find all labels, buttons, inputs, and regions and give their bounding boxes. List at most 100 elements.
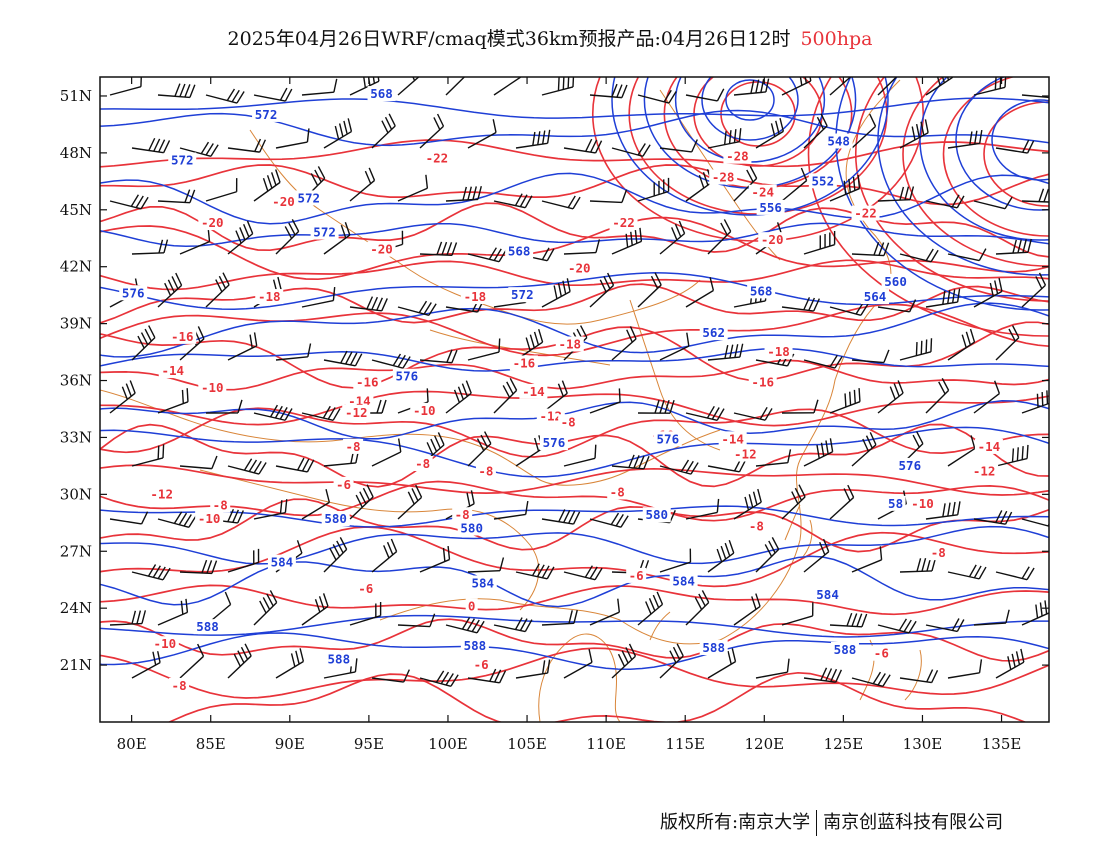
wind-barb [131, 325, 156, 361]
y-tick-label: 51N [60, 87, 92, 105]
x-tick-label: 85E [196, 735, 226, 753]
temperature-label: -22 [426, 151, 449, 166]
temperature-label: -20 [272, 194, 295, 209]
temperature-label: -12 [345, 405, 368, 420]
wind-barb [803, 113, 828, 149]
wind-barb [227, 458, 267, 475]
wind-barb [995, 325, 1020, 361]
height-label: 572 [511, 287, 534, 302]
height-label-bg [824, 133, 853, 149]
wind-barb [589, 272, 615, 308]
wind-barb [467, 338, 501, 361]
wind-barb [349, 484, 374, 520]
wind-barb [157, 388, 189, 414]
height-label-bg [460, 638, 489, 654]
temperature-label: -14 [161, 363, 184, 378]
wind-barb [227, 220, 254, 255]
wind-barb [995, 139, 1035, 154]
wind-barb [541, 609, 578, 626]
x-tick-label: 90E [275, 735, 305, 753]
wind-barb [275, 343, 312, 361]
wind-barb [397, 174, 429, 202]
wind-barb [515, 563, 555, 580]
wind-barb [899, 338, 933, 361]
height-label: 580 [460, 521, 483, 536]
wind-barb [995, 648, 1025, 679]
copyright-owner: 版权所有:南京大学 [660, 812, 811, 833]
temperature-label: -10 [413, 403, 436, 418]
wind-barb [611, 143, 651, 157]
temperature-label: -14 [978, 439, 1001, 454]
wind-barb [467, 431, 492, 467]
x-tick-label: 125E [824, 735, 864, 753]
wind-barb [493, 193, 533, 209]
wind-barb [397, 484, 423, 520]
wind-barb [205, 399, 243, 414]
wind-barb [493, 617, 533, 633]
wind-barb [419, 349, 458, 364]
isotherm [100, 139, 1049, 168]
wind-barb [301, 78, 338, 96]
x-tick-label: 80E [117, 735, 147, 753]
temperature-label-bg [198, 215, 227, 231]
wind-barb [541, 77, 575, 96]
wind-barb [179, 643, 205, 679]
temperature-label-bg [974, 438, 1003, 454]
isotherm [100, 584, 1049, 616]
wind-barb [541, 195, 581, 210]
wind-barb [829, 302, 869, 316]
x-tick-label: 130E [903, 735, 943, 753]
height-label: 58 [888, 496, 903, 511]
wind-barb [733, 166, 758, 202]
height-label: 548 [827, 134, 850, 149]
wind-barb [685, 405, 725, 422]
temperature-label: -18 [464, 289, 487, 304]
height-label-bg [699, 325, 728, 341]
y-tick-label: 42N [60, 258, 92, 276]
height-label-bg [294, 190, 323, 206]
wind-barb [493, 500, 529, 520]
height-label: 584 [471, 576, 494, 591]
wind-barb [445, 617, 485, 634]
wind-barb [685, 498, 720, 520]
temperature-label-bg [718, 431, 747, 447]
temperature-label: -10 [198, 511, 221, 526]
temperature-label-bg [509, 355, 538, 371]
temperature-label: -28 [726, 149, 749, 164]
wind-barb [995, 238, 1032, 255]
wind-barb [445, 380, 472, 414]
wind-barb [659, 459, 699, 475]
wind-barb [803, 667, 843, 683]
temperature-label: -14 [522, 384, 545, 399]
temperature-label-bg [626, 567, 647, 583]
height-label: 588 [464, 638, 487, 653]
height-label-bg [267, 554, 296, 570]
wind-barb [877, 77, 902, 96]
wind-barb [947, 659, 983, 679]
wind-barb [275, 457, 315, 473]
temperature-label: -22 [612, 215, 635, 230]
height-label-bg [861, 289, 890, 305]
wind-barb [925, 288, 961, 308]
copyright-divider [816, 810, 818, 836]
wind-barb [707, 539, 735, 573]
wind-barb [1021, 390, 1049, 414]
wind-barb [899, 119, 929, 149]
wind-barb [995, 444, 1029, 467]
wind-barb [659, 220, 686, 255]
temperature-label: -18 [258, 289, 281, 304]
wind-barb [253, 404, 293, 421]
plot-frame [99, 76, 1050, 723]
temperature-label-bg [607, 484, 628, 500]
pressure-level: 500hpa [800, 28, 873, 50]
wind-barb [179, 455, 218, 470]
wind-barb [563, 138, 603, 154]
wind-barb [419, 241, 458, 257]
y-tick-label: 24N [60, 599, 92, 617]
height-isoline [100, 109, 1049, 147]
height-label-bg [168, 152, 197, 168]
temperature-label: -8 [931, 545, 946, 560]
wind-barb [781, 399, 819, 414]
temperature-label: -16 [356, 374, 379, 389]
wind-barb [925, 77, 954, 96]
